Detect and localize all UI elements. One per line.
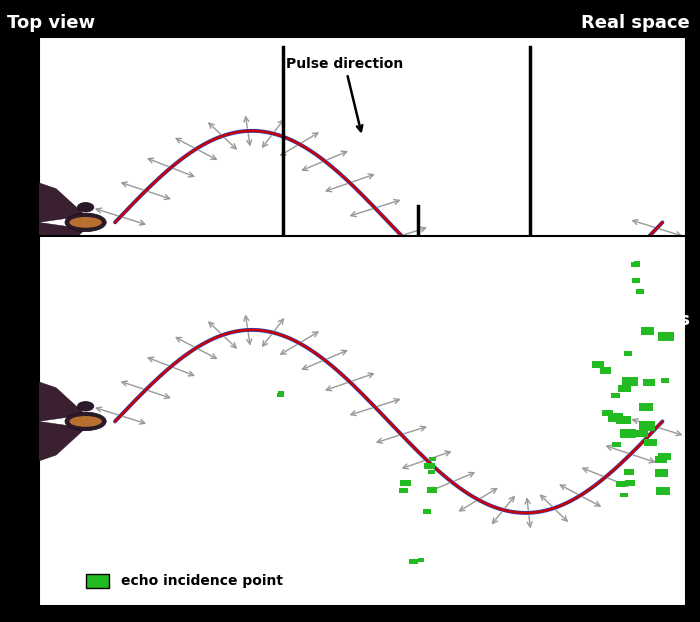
Text: Flight path: Flight path [196,295,281,370]
Bar [608,413,623,422]
Bar [610,393,620,399]
Bar [655,456,667,463]
Bar [427,487,438,493]
Bar [655,470,668,476]
Text: Space estimated from echoes: Space estimated from echoes [389,311,690,329]
Bar [640,327,654,335]
Bar [409,559,418,564]
Text: Real space: Real space [581,14,690,32]
Bar [661,378,668,383]
Bar [658,453,671,460]
Bar [429,457,436,460]
Bar [616,481,626,487]
Bar [423,509,431,514]
Bar [643,379,655,386]
Ellipse shape [77,203,94,212]
Polygon shape [4,223,85,266]
Bar [85,575,109,588]
Bar [636,430,648,437]
Bar [618,385,631,392]
Bar [278,391,284,394]
Bar [616,415,631,424]
Text: echo incidence point: echo incidence point [121,574,283,588]
Bar [602,410,613,416]
Polygon shape [4,422,85,465]
Bar [624,470,634,475]
Ellipse shape [65,213,106,231]
Ellipse shape [77,402,94,411]
Ellipse shape [69,416,101,427]
Ellipse shape [65,412,106,430]
Bar [625,480,635,486]
Bar [592,361,603,368]
Bar [418,558,424,562]
Bar [608,416,618,422]
Bar [638,421,655,430]
Bar [612,442,621,447]
Bar [657,488,670,495]
Bar [600,368,611,374]
Bar [620,493,628,498]
Bar [622,377,638,386]
Bar [636,289,644,294]
Bar [631,262,640,267]
Bar [620,429,636,439]
Text: Top view: Top view [7,14,95,32]
Bar [657,332,673,341]
Bar [424,463,435,469]
Ellipse shape [69,217,101,228]
Bar [634,261,640,264]
Bar [644,439,657,447]
Bar [428,470,435,474]
Bar [639,403,653,411]
Bar [400,480,410,486]
Bar [624,351,632,356]
Text: Pulse direction: Pulse direction [286,57,403,131]
Bar [277,394,284,397]
Text: obstacle: obstacle [139,373,205,388]
Bar [399,488,408,493]
Bar [632,279,640,283]
Polygon shape [4,179,85,223]
Polygon shape [4,378,85,422]
